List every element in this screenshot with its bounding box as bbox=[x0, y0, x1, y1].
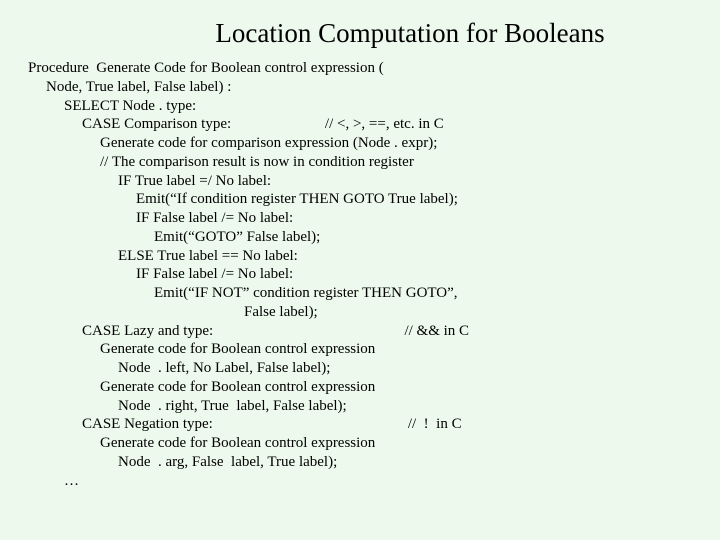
code-line: IF True label =/ No label: bbox=[28, 172, 700, 191]
code-line: SELECT Node . type: bbox=[28, 97, 700, 116]
code-line: False label); bbox=[28, 303, 700, 322]
code-line: IF False label /= No label: bbox=[28, 209, 700, 228]
code-line: CASE Lazy and type: // && in C bbox=[28, 322, 700, 341]
code-line: CASE Comparison type: // <, >, ==, etc. … bbox=[28, 115, 700, 134]
code-line: CASE Negation type: // ! in C bbox=[28, 415, 700, 434]
code-line: Procedure Generate Code for Boolean cont… bbox=[28, 59, 700, 78]
code-line: Generate code for Boolean control expres… bbox=[28, 434, 700, 453]
code-line: Node . right, True label, False label); bbox=[28, 397, 700, 416]
code-line: Emit(“If condition register THEN GOTO Tr… bbox=[28, 190, 700, 209]
code-line: Node . arg, False label, True label); bbox=[28, 453, 700, 472]
code-line: Generate code for Boolean control expres… bbox=[28, 378, 700, 397]
code-line: … bbox=[28, 472, 700, 491]
code-line: Node, True label, False label) : bbox=[28, 78, 700, 97]
slide-title: Location Computation for Booleans bbox=[0, 0, 720, 49]
pseudocode-body: Procedure Generate Code for Boolean cont… bbox=[0, 49, 720, 490]
code-line: Emit(“GOTO” False label); bbox=[28, 228, 700, 247]
code-line: IF False label /= No label: bbox=[28, 265, 700, 284]
code-line: Generate code for Boolean control expres… bbox=[28, 340, 700, 359]
code-line: Generate code for comparison expression … bbox=[28, 134, 700, 153]
slide: Location Computation for Booleans Proced… bbox=[0, 0, 720, 540]
code-line: Emit(“IF NOT” condition register THEN GO… bbox=[28, 284, 700, 303]
code-line: ELSE True label == No label: bbox=[28, 247, 700, 266]
code-line: Node . left, No Label, False label); bbox=[28, 359, 700, 378]
code-line: // The comparison result is now in condi… bbox=[28, 153, 700, 172]
